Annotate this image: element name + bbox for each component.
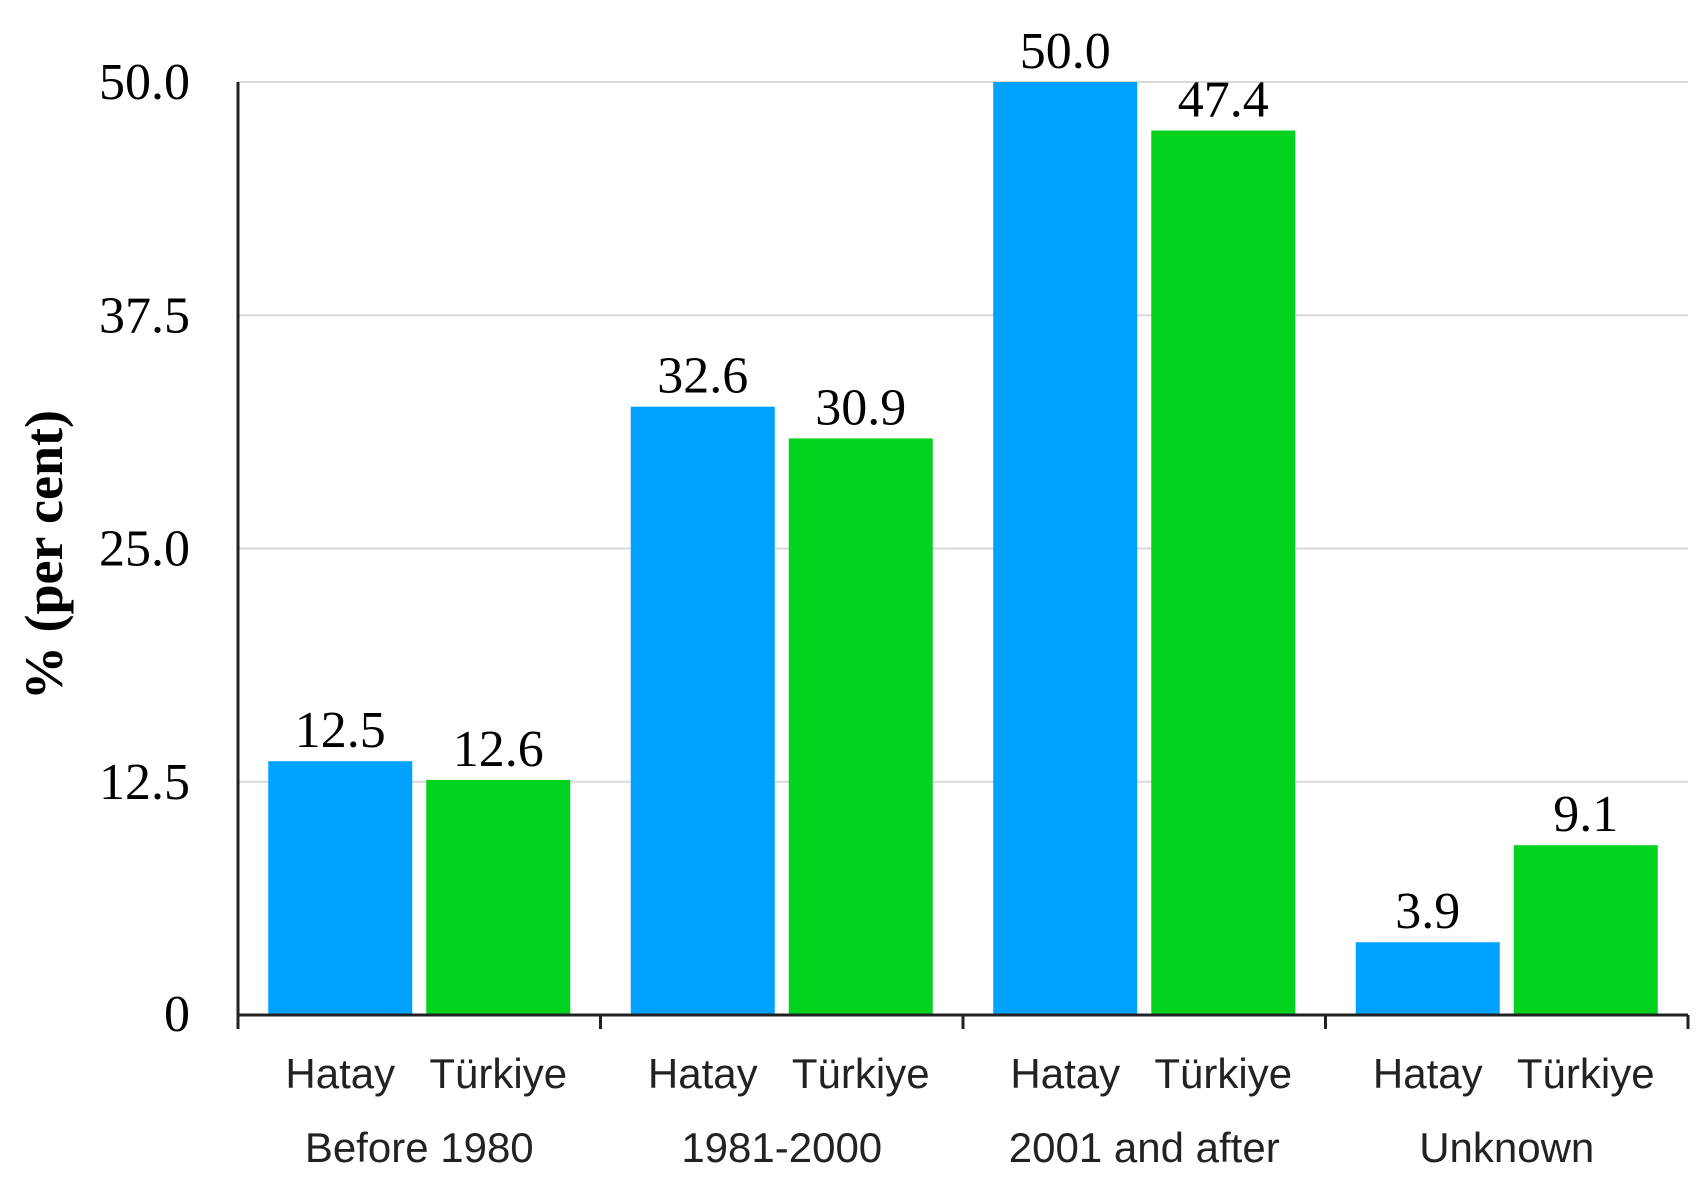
category-label: Before 1980 [305, 1124, 534, 1171]
bar-hatay-3 [993, 82, 1138, 1015]
category-label: Unknown [1419, 1124, 1594, 1171]
data-label: 32.6 [657, 348, 748, 405]
bar-hatay-4 [1355, 942, 1500, 1015]
y-axis-label: % (per cent) [14, 410, 74, 700]
data-label: 12.5 [295, 702, 386, 759]
series-tick-label: Hatay [285, 1050, 395, 1097]
bar-türkiye-4 [1513, 845, 1658, 1015]
series-tick-label: Türkiye [1517, 1050, 1655, 1097]
bar-türkiye-1 [426, 779, 571, 1015]
data-label: 9.1 [1553, 786, 1618, 843]
y-tick-label: 50.0 [99, 54, 190, 111]
y-tick-label: 0 [164, 986, 190, 1043]
data-label: 3.9 [1395, 883, 1460, 940]
series-tick-label: Türkiye [1154, 1050, 1292, 1097]
data-label: 12.6 [453, 721, 544, 778]
series-tick-label: Hatay [648, 1050, 758, 1097]
bar-türkiye-3 [1151, 130, 1296, 1016]
series-tick-label: Türkiye [429, 1050, 567, 1097]
grid-lines [238, 81, 1688, 783]
data-label: 50.0 [1020, 23, 1111, 80]
data-label: 30.9 [815, 379, 906, 436]
category-label: 2001 and after [1009, 1124, 1280, 1171]
bar-hatay-2 [630, 406, 775, 1016]
bar-hatay-1 [268, 761, 413, 1015]
labels: 0 12.5 25.0 37.5 50.0 12.5 Hatay 12.6 Türkiye Bef… [99, 23, 1655, 1171]
y-tick-label: 12.5 [99, 754, 190, 811]
category-label: 1981-2000 [681, 1124, 882, 1171]
y-tick-label: 25.0 [99, 521, 190, 578]
bar-türkiye-2 [788, 438, 933, 1015]
series-tick-label: Türkiye [792, 1050, 930, 1097]
series-tick-label: Hatay [1373, 1050, 1483, 1097]
y-tick-label: 37.5 [99, 287, 190, 344]
bars [268, 82, 1658, 1016]
series-tick-label: Hatay [1010, 1050, 1120, 1097]
data-label: 47.4 [1178, 72, 1269, 129]
axes [236, 82, 1690, 1029]
